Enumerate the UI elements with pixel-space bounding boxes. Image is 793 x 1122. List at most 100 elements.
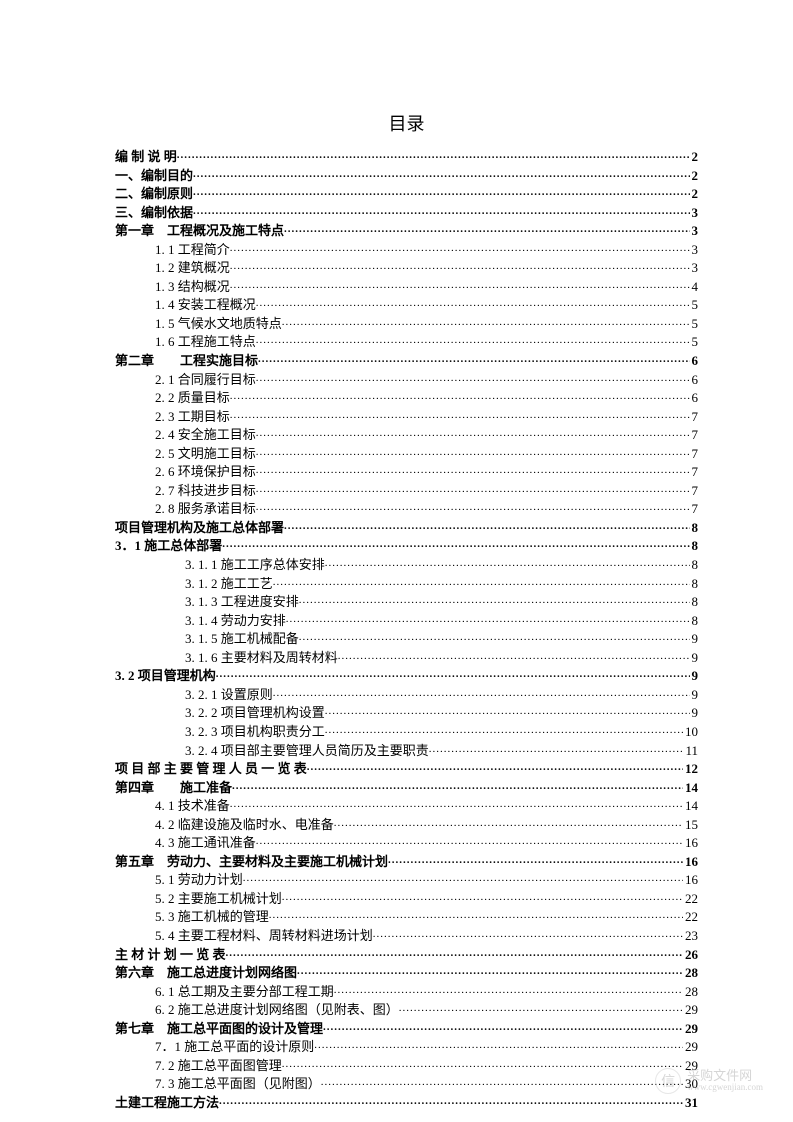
toc-leader-dots [325, 556, 690, 569]
toc-row: 4. 3 施工通讯准备 16 [115, 834, 698, 852]
toc-label: 2. 3 工期目标 [115, 408, 230, 426]
toc-page-number: 8 [690, 537, 699, 555]
toc-page-number: 7 [690, 463, 699, 481]
toc-leader-dots [256, 482, 690, 495]
toc-leader-dots [222, 537, 689, 550]
toc-page-number: 5 [690, 315, 699, 333]
toc-leader-dots [373, 927, 683, 940]
toc-label: 项目管理机构及施工总体部署 [115, 519, 284, 537]
toc-leader-dots [256, 296, 690, 309]
toc-leader-dots [325, 723, 683, 736]
toc-leader-dots [269, 908, 683, 921]
toc-leader-dots [284, 222, 689, 235]
toc-row: 三、编制依据 3 [115, 204, 698, 222]
toc-row: 5. 2 主要施工机械计划 22 [115, 890, 698, 908]
toc-page-number: 29 [683, 1038, 698, 1056]
toc-row: 3. 1. 5 施工机械配备 9 [115, 630, 698, 648]
toc-page-number: 9 [690, 630, 699, 648]
toc-page-number: 3 [690, 241, 699, 259]
toc-label: 5. 3 施工机械的管理 [115, 908, 269, 926]
toc-label: 3. 1. 6 主要材料及周转材料 [115, 649, 338, 667]
toc-row: 2. 1 合同履行目标6 [115, 371, 698, 389]
toc-label: 2. 4 安全施工目标 [115, 426, 256, 444]
toc-row: 第二章 工程实施目标6 [115, 352, 698, 370]
toc-row: 3．1 施工总体部署 8 [115, 537, 698, 555]
toc-label: 1. 2 建筑概况 [115, 259, 230, 277]
toc-label: 1. 1 工程简介 [115, 241, 230, 259]
toc-label: 2. 8 服务承诺目标 [115, 500, 256, 518]
toc-leader-dots [284, 519, 689, 532]
toc-row: 5. 4 主要工程材料、周转材料进场计划23 [115, 927, 698, 945]
toc-leader-dots [226, 946, 683, 959]
toc-row: 项目管理机构及施工总体部署 8 [115, 519, 698, 537]
toc-label: 4. 2 临建设施及临时水、电准备 [115, 816, 334, 834]
toc-row: 编 制 说 明2 [115, 148, 698, 166]
toc-leader-dots [314, 1038, 683, 1051]
toc-row: 6. 1 总工期及主要分部工程工期28 [115, 983, 698, 1001]
toc-row: 3. 2. 3 项目机构职责分工10 [115, 723, 698, 741]
toc-label: 二、编制原则 [115, 185, 193, 203]
toc-row: 第四章 施工准备 14 [115, 779, 698, 797]
toc-row: 1. 3 结构概况4 [115, 278, 698, 296]
toc-leader-dots [334, 983, 683, 996]
toc-page-number: 29 [683, 1001, 698, 1019]
toc-label: 1. 6 工程施工特点 [115, 333, 256, 351]
toc-leader-dots [256, 333, 690, 346]
toc-row: 3. 2 项目管理机构9 [115, 667, 698, 685]
watermark-icon: 信 [655, 1068, 681, 1094]
toc-page-number: 22 [683, 890, 698, 908]
toc-label: 5. 2 主要施工机械计划 [115, 890, 282, 908]
watermark: 信 采购文件网 www.cgwenjian.com [655, 1068, 763, 1094]
toc-page-number: 14 [683, 779, 698, 797]
toc-row: 2. 5 文明施工目标7 [115, 445, 698, 463]
toc-row: 1. 4 安装工程概况5 [115, 296, 698, 314]
toc-page-number: 15 [683, 816, 698, 834]
toc-leader-dots [286, 612, 690, 625]
toc-page-number: 23 [683, 927, 698, 945]
toc-row: 3. 1. 6 主要材料及周转材料 9 [115, 649, 698, 667]
toc-label: 第四章 施工准备 [115, 779, 232, 797]
toc-page-number: 7 [690, 482, 699, 500]
toc-page-number: 3 [690, 259, 699, 277]
toc-page-number: 5 [690, 296, 699, 314]
toc-label: 3. 1. 5 施工机械配备 [115, 630, 299, 648]
toc-label: 编 制 说 明 [115, 148, 177, 166]
toc-page-number: 8 [690, 519, 699, 537]
toc-row: 1. 2 建筑概况 3 [115, 259, 698, 277]
toc-leader-dots [230, 389, 690, 402]
toc-page-number: 22 [683, 908, 698, 926]
toc-label: 三、编制依据 [115, 204, 193, 222]
toc-page-number: 6 [690, 371, 699, 389]
toc-leader-dots [243, 871, 683, 884]
toc-page-number: 9 [690, 686, 699, 704]
toc-row: 7. 2 施工总平面图管理29 [115, 1057, 698, 1075]
toc-label: 3. 1. 2 施工工艺 [115, 575, 273, 593]
toc-row: 第六章 施工总进度计划网络图28 [115, 964, 698, 982]
toc-page-number: 9 [690, 667, 699, 685]
watermark-name: 采购文件网 [687, 1069, 763, 1083]
toc-label: 4. 3 施工通讯准备 [115, 834, 256, 852]
toc-row: 主 材 计 划 一 览 表26 [115, 946, 698, 964]
toc-leader-dots [232, 779, 683, 792]
toc-leader-dots [273, 686, 690, 699]
toc-row: 项 目 部 主 要 管 理 人 员 一 览 表12 [115, 760, 698, 778]
toc-row: 第一章 工程概况及施工特点3 [115, 222, 698, 240]
toc-page-number: 9 [690, 649, 699, 667]
toc-leader-dots [325, 704, 690, 717]
toc-label: 第二章 工程实施目标 [115, 352, 258, 370]
toc-leader-dots [297, 964, 683, 977]
toc-page-number: 16 [683, 834, 698, 852]
toc-page-number: 8 [690, 575, 699, 593]
toc-label: 3. 2. 2 项目管理机构设置 [115, 704, 325, 722]
toc-page-number: 3 [690, 204, 699, 222]
toc-row: 2. 4 安全施工目标7 [115, 426, 698, 444]
toc-leader-dots [256, 834, 683, 847]
toc-row: 5. 1 劳动力计划16 [115, 871, 698, 889]
toc-label: 3. 2. 3 项目机构职责分工 [115, 723, 325, 741]
toc-page-number: 2 [690, 185, 699, 203]
toc-leader-dots [230, 408, 690, 421]
toc-row: 一、编制目的2 [115, 167, 698, 185]
toc-label: 3．1 施工总体部署 [115, 537, 222, 555]
toc-row: 1. 1 工程简介 3 [115, 241, 698, 259]
toc-leader-dots [256, 426, 690, 439]
